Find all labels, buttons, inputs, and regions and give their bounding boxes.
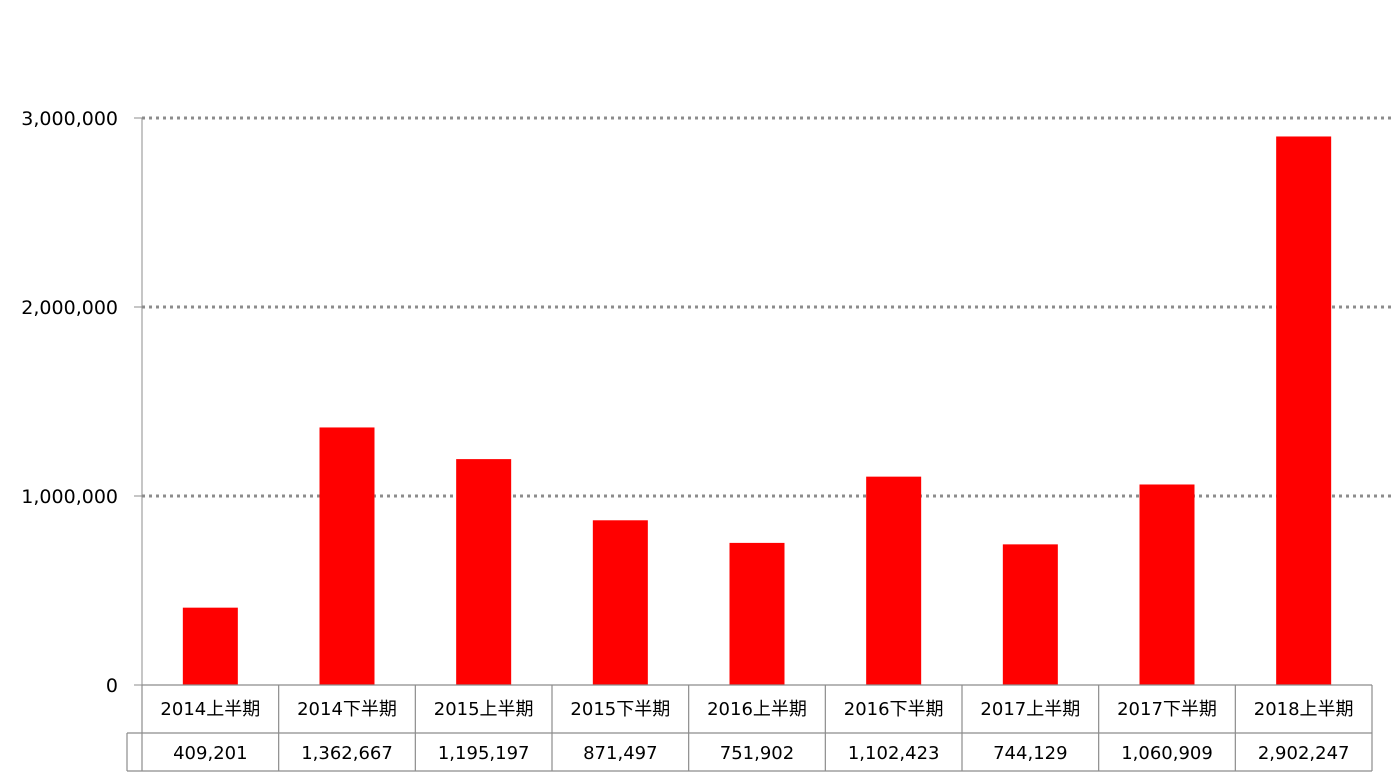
bar [1002, 544, 1058, 685]
bar [866, 476, 922, 685]
data-table-value: 2,902,247 [1258, 743, 1350, 764]
x-category-label: 2016下半期 [844, 699, 944, 720]
x-category-label: 2014下半期 [297, 699, 397, 720]
x-category-label: 2014上半期 [160, 699, 260, 720]
data-table-value: 744,129 [993, 743, 1067, 764]
data-table-value: 751,902 [720, 743, 794, 764]
x-category-label: 2017下半期 [1117, 699, 1217, 720]
bar [592, 520, 648, 685]
data-table-value: 1,060,909 [1121, 743, 1213, 764]
data-table-value: 1,102,423 [848, 743, 940, 764]
x-category-label: 2016上半期 [707, 699, 807, 720]
x-category-label: 2017上半期 [980, 699, 1080, 720]
x-category-label: 2015下半期 [570, 699, 670, 720]
y-tick-label: 0 [106, 675, 118, 697]
data-table-value: 409,201 [173, 743, 247, 764]
bar [729, 542, 785, 685]
y-tick-label: 3,000,000 [21, 108, 118, 130]
x-category-label: 2018上半期 [1254, 699, 1354, 720]
data-table-value: 1,195,197 [438, 743, 530, 764]
data-table-value: 871,497 [583, 743, 657, 764]
data-table-value: 1,362,667 [301, 743, 393, 764]
bar [1139, 484, 1195, 685]
bar [182, 607, 238, 685]
x-category-label: 2015上半期 [434, 699, 534, 720]
bar [1276, 136, 1332, 685]
bar [456, 459, 512, 685]
y-tick-label: 2,000,000 [21, 297, 118, 319]
y-tick-label: 1,000,000 [21, 486, 118, 508]
bar [319, 427, 375, 685]
